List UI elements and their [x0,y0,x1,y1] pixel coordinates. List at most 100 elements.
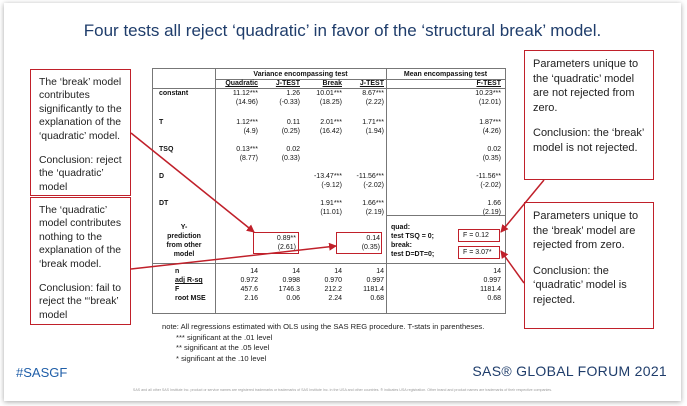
stat: 0.998 [282,277,300,284]
coef: -11.56*** [356,173,384,180]
tstat: (18.25) [319,99,342,106]
coef: -11.56** [476,173,501,180]
ftest-break-value: F = 3.07* [463,249,492,256]
stat: 14 [250,268,258,275]
coef: 1.12*** [236,119,258,126]
coef: 8.67*** [362,90,384,97]
callout-conclusion: Conclusion: the ‘quadratic’ model is rej… [533,264,627,306]
row-label: constant [159,90,189,97]
coef: 1.26 [286,90,300,97]
row-label: model [173,251,195,258]
tstat: (2.19) [482,209,501,216]
coef: 1.66 [487,200,501,207]
callout-conclusion: Conclusion: the ‘break’ model is not rej… [533,127,644,154]
row-label: T [159,119,164,126]
tstat: (-9.12) [321,182,342,189]
callout-break-contributes: The ‘break’ model contributes significan… [30,69,131,196]
tstat: (2.22) [365,99,384,106]
table-divider [386,69,387,313]
trademark-fineprint: SAS and all other SAS Institute Inc. pro… [132,388,553,392]
coef: 0.11 [286,119,300,126]
coef: 10.23*** [475,90,501,97]
stat: 1181.4 [363,286,384,293]
callout-text: Parameters unique to the ‘break’ model a… [533,210,639,251]
tstat: (1.94) [365,128,384,135]
stat: 1746.3 [278,286,300,293]
row-label: Y- [180,224,188,231]
coef: -13.47*** [313,173,342,180]
stat-label: adj R-sq [175,277,203,284]
stat: 0.972 [240,277,258,284]
arrow-left-bottom [130,242,337,270]
coef: 2.01*** [320,119,342,126]
callout-quadratic-contributes-nothing: The ‘quadratic’ model contributes nothin… [30,197,131,325]
coef-ypred-quad: 0.89** [276,235,296,242]
col-break: Break [322,80,342,87]
arrow-right-top [500,179,545,233]
note-line: *** significant at the .01 level [176,332,273,342]
highlight-box [253,232,299,254]
stat: 14 [292,268,300,275]
stat: 2.16 [244,295,258,302]
coef-ypred-break: 0.14 [366,235,380,242]
note-line: ** significant at the .05 level [176,343,270,352]
coef: 1.91*** [320,200,342,207]
tstat: (-2.02) [363,182,384,189]
table-divider [153,263,505,264]
stat: 0.997 [483,277,501,284]
sas-global-forum-logo: SAS® GLOBAL FORUM 2021 [472,363,667,379]
tstat: (0.35) [482,155,501,162]
header-mean: Mean encompassing test [403,71,488,78]
table-notes: note: All regressions estimated with OLS… [162,322,484,364]
tstat: (-2.02) [480,182,501,189]
stat: 14 [376,268,384,275]
coef: 0.02 [286,146,300,153]
callout-break-params: Parameters unique to the ‘break’ model a… [524,202,654,329]
tstat: (11.01) [320,209,342,216]
header-variance: Variance encompassing test [253,71,348,78]
stat: 457.6 [240,286,258,293]
slide-title: Four tests all reject ‘quadratic’ in fav… [83,21,602,40]
tstat: (8.77) [239,155,258,162]
ftest-quad-value: F = 0.12 [463,232,489,239]
tstat: (14.96) [235,99,258,106]
tstat: (16.42) [319,128,342,135]
tstat: (0.25) [281,128,300,135]
tstat: (4.26) [482,128,501,135]
hashtag: #SASGF [16,365,68,380]
tstat: (2.19) [365,209,384,216]
stat-label: n [175,268,180,275]
tstat-ypred-break: (0.35) [361,244,380,251]
tstat: (4.9) [243,128,258,135]
highlight-box [458,229,500,242]
coef: 0.02 [487,146,501,153]
slide: Four tests all reject ‘quadratic’ in fav… [4,3,681,401]
stat: 0.68 [487,295,501,302]
stat: 14 [334,268,342,275]
ftest-break-label: break: [391,242,413,249]
regression-table: Variance encompassing test Mean encompas… [152,68,506,314]
table-divider [215,69,216,313]
row-label: TSQ [159,146,174,153]
stat: 0.68 [370,295,384,302]
note-line: * significant at the .10 level [176,353,267,363]
table-divider [386,215,505,216]
coef: 1.66*** [362,200,384,207]
ftest-break-test: test D=DT=0; [391,251,435,258]
tstat: (12.01) [478,99,501,106]
callout-text: The ‘quadratic’ model contributes nothin… [39,205,122,270]
row-label: prediction [167,233,201,240]
col-ftest: F-TEST [476,80,502,87]
row-label: D [159,173,165,180]
col-jtest-2: J-TEST [359,80,384,87]
row-label: from other [166,242,202,249]
coef: 11.12*** [232,90,258,97]
callout-arrows [130,132,545,284]
tstat: (0.33) [281,155,300,162]
coef: 1.87*** [479,119,501,126]
table-divider [153,88,505,89]
stat: 0.970 [324,277,342,284]
arrow-right-bottom [500,250,525,284]
callout-quadratic-params: Parameters unique to the ‘quadratic’ mod… [524,50,654,180]
ftest-quad-test: test TSQ = 0; [391,233,434,240]
